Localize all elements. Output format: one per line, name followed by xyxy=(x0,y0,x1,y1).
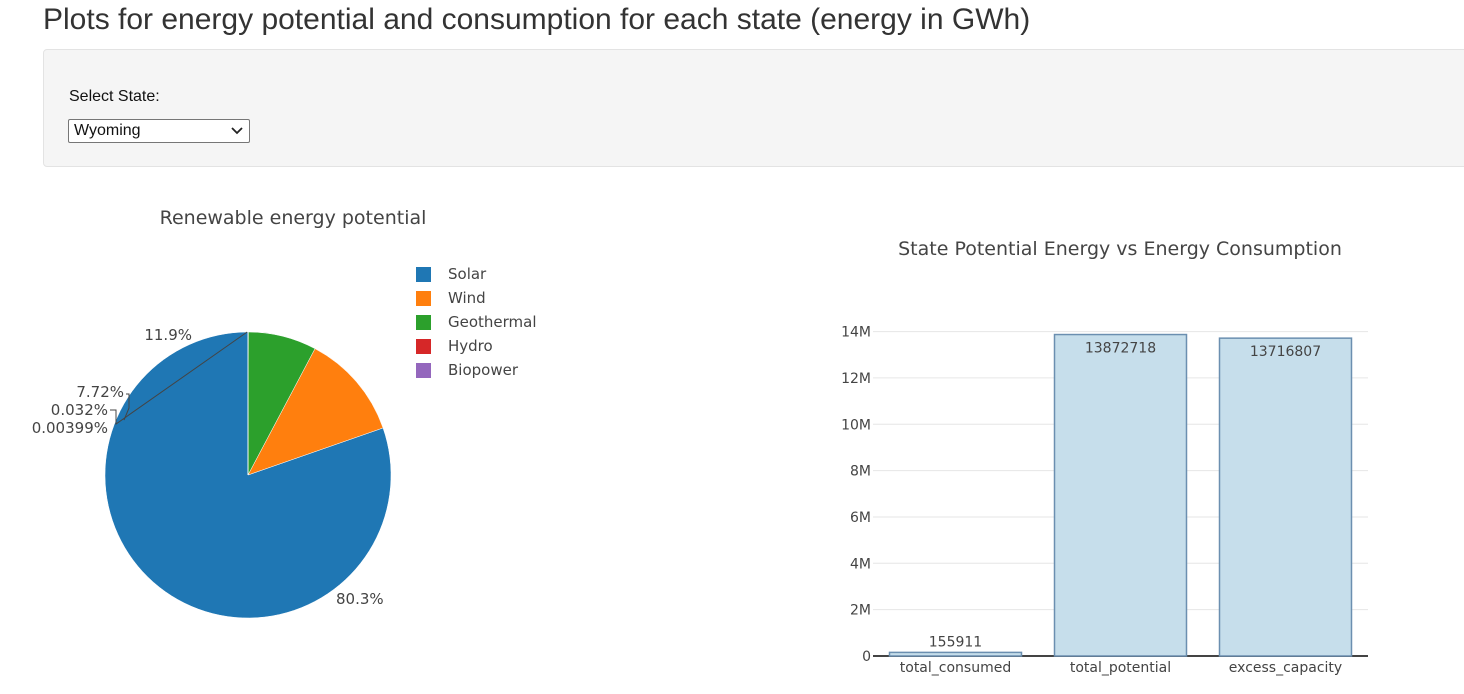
state-select[interactable]: Wyoming xyxy=(68,119,250,143)
bar-y-tick-labels: 0 2M 4M 6M 8M 10M 12M 14M xyxy=(841,325,871,665)
legend-swatch-hydro xyxy=(416,339,431,354)
pie-label-biopower: 0.00399% xyxy=(32,419,108,437)
legend-label-wind: Wind xyxy=(448,289,486,307)
bar-value-label-total-consumed: 155911 xyxy=(929,634,982,650)
legend-label-geothermal: Geothermal xyxy=(448,313,537,331)
pie-label-solar: 80.3% xyxy=(336,590,384,608)
bar-x-tick-label-excess-capacity: excess_capacity xyxy=(1229,660,1342,676)
select-state-label: Select State: xyxy=(69,88,160,105)
legend-swatch-geothermal xyxy=(416,315,431,330)
legend-swatch-biopower xyxy=(416,363,431,378)
pie-leader-line-hydro xyxy=(110,331,248,425)
bar-y-tick-label: 0 xyxy=(862,649,871,665)
pie-leader-line-geothermal xyxy=(123,393,130,421)
pie-label-wind: 11.9% xyxy=(144,326,192,344)
pie-slice-labels: 80.3% 11.9% 7.72%0.032%0.00399% xyxy=(32,326,384,608)
page-title: Plots for energy potential and consumpti… xyxy=(43,3,1031,36)
pie-chart-title: Renewable energy potential xyxy=(160,207,427,229)
bar-y-tick-label: 10M xyxy=(841,417,871,433)
pie-label-geothermal: 7.72% xyxy=(76,383,124,401)
pie-label-hydro: 0.032% xyxy=(51,401,108,419)
potential-vs-consumption-bar-chart: State Potential Energy vs Energy Consump… xyxy=(841,238,1368,676)
bar-value-label-excess-capacity: 13716807 xyxy=(1250,344,1321,360)
pie-slice-wind xyxy=(247,348,384,476)
chevron-down-icon xyxy=(231,127,243,135)
bar-y-tick-label: 6M xyxy=(850,510,871,526)
state-selector-panel: Select State: Wyoming xyxy=(43,49,1464,167)
pie-legend: Solar Wind Geothermal Hydro Biopower xyxy=(416,265,537,379)
legend-swatch-solar xyxy=(416,267,431,282)
state-select-value: Wyoming xyxy=(74,122,141,139)
pie-slices xyxy=(104,331,392,619)
renewable-potential-pie-chart: Renewable energy potential 80.3% 11.9% 7.7… xyxy=(32,207,537,619)
bar-y-tick-label: 4M xyxy=(850,556,871,572)
bar-total-potential xyxy=(1053,333,1188,657)
bar-value-label-total-potential: 13872718 xyxy=(1085,341,1156,357)
legend-label-biopower: Biopower xyxy=(448,361,519,379)
bar-series: 155911 13872718 13716807 xyxy=(888,333,1353,657)
bar-x-tick-label-total-consumed: total_consumed xyxy=(900,660,1011,676)
bar-total-consumed xyxy=(888,651,1023,657)
bar-y-tick-label: 12M xyxy=(841,371,871,387)
legend-label-hydro: Hydro xyxy=(448,337,493,355)
pie-slice-solar xyxy=(104,331,392,619)
bar-y-tick-label: 2M xyxy=(850,603,871,619)
legend-swatch-wind xyxy=(416,291,431,306)
legend-label-solar: Solar xyxy=(448,265,487,283)
bar-x-tick-labels: total_consumed total_potential excess_capa… xyxy=(900,660,1342,676)
bar-x-tick-label-total-potential: total_potential xyxy=(1070,660,1171,676)
bar-excess-capacity xyxy=(1218,337,1353,657)
bar-y-tick-label: 14M xyxy=(841,325,871,341)
bar-chart-title: State Potential Energy vs Energy Consump… xyxy=(898,238,1342,260)
bar-y-tick-label: 8M xyxy=(850,464,871,480)
